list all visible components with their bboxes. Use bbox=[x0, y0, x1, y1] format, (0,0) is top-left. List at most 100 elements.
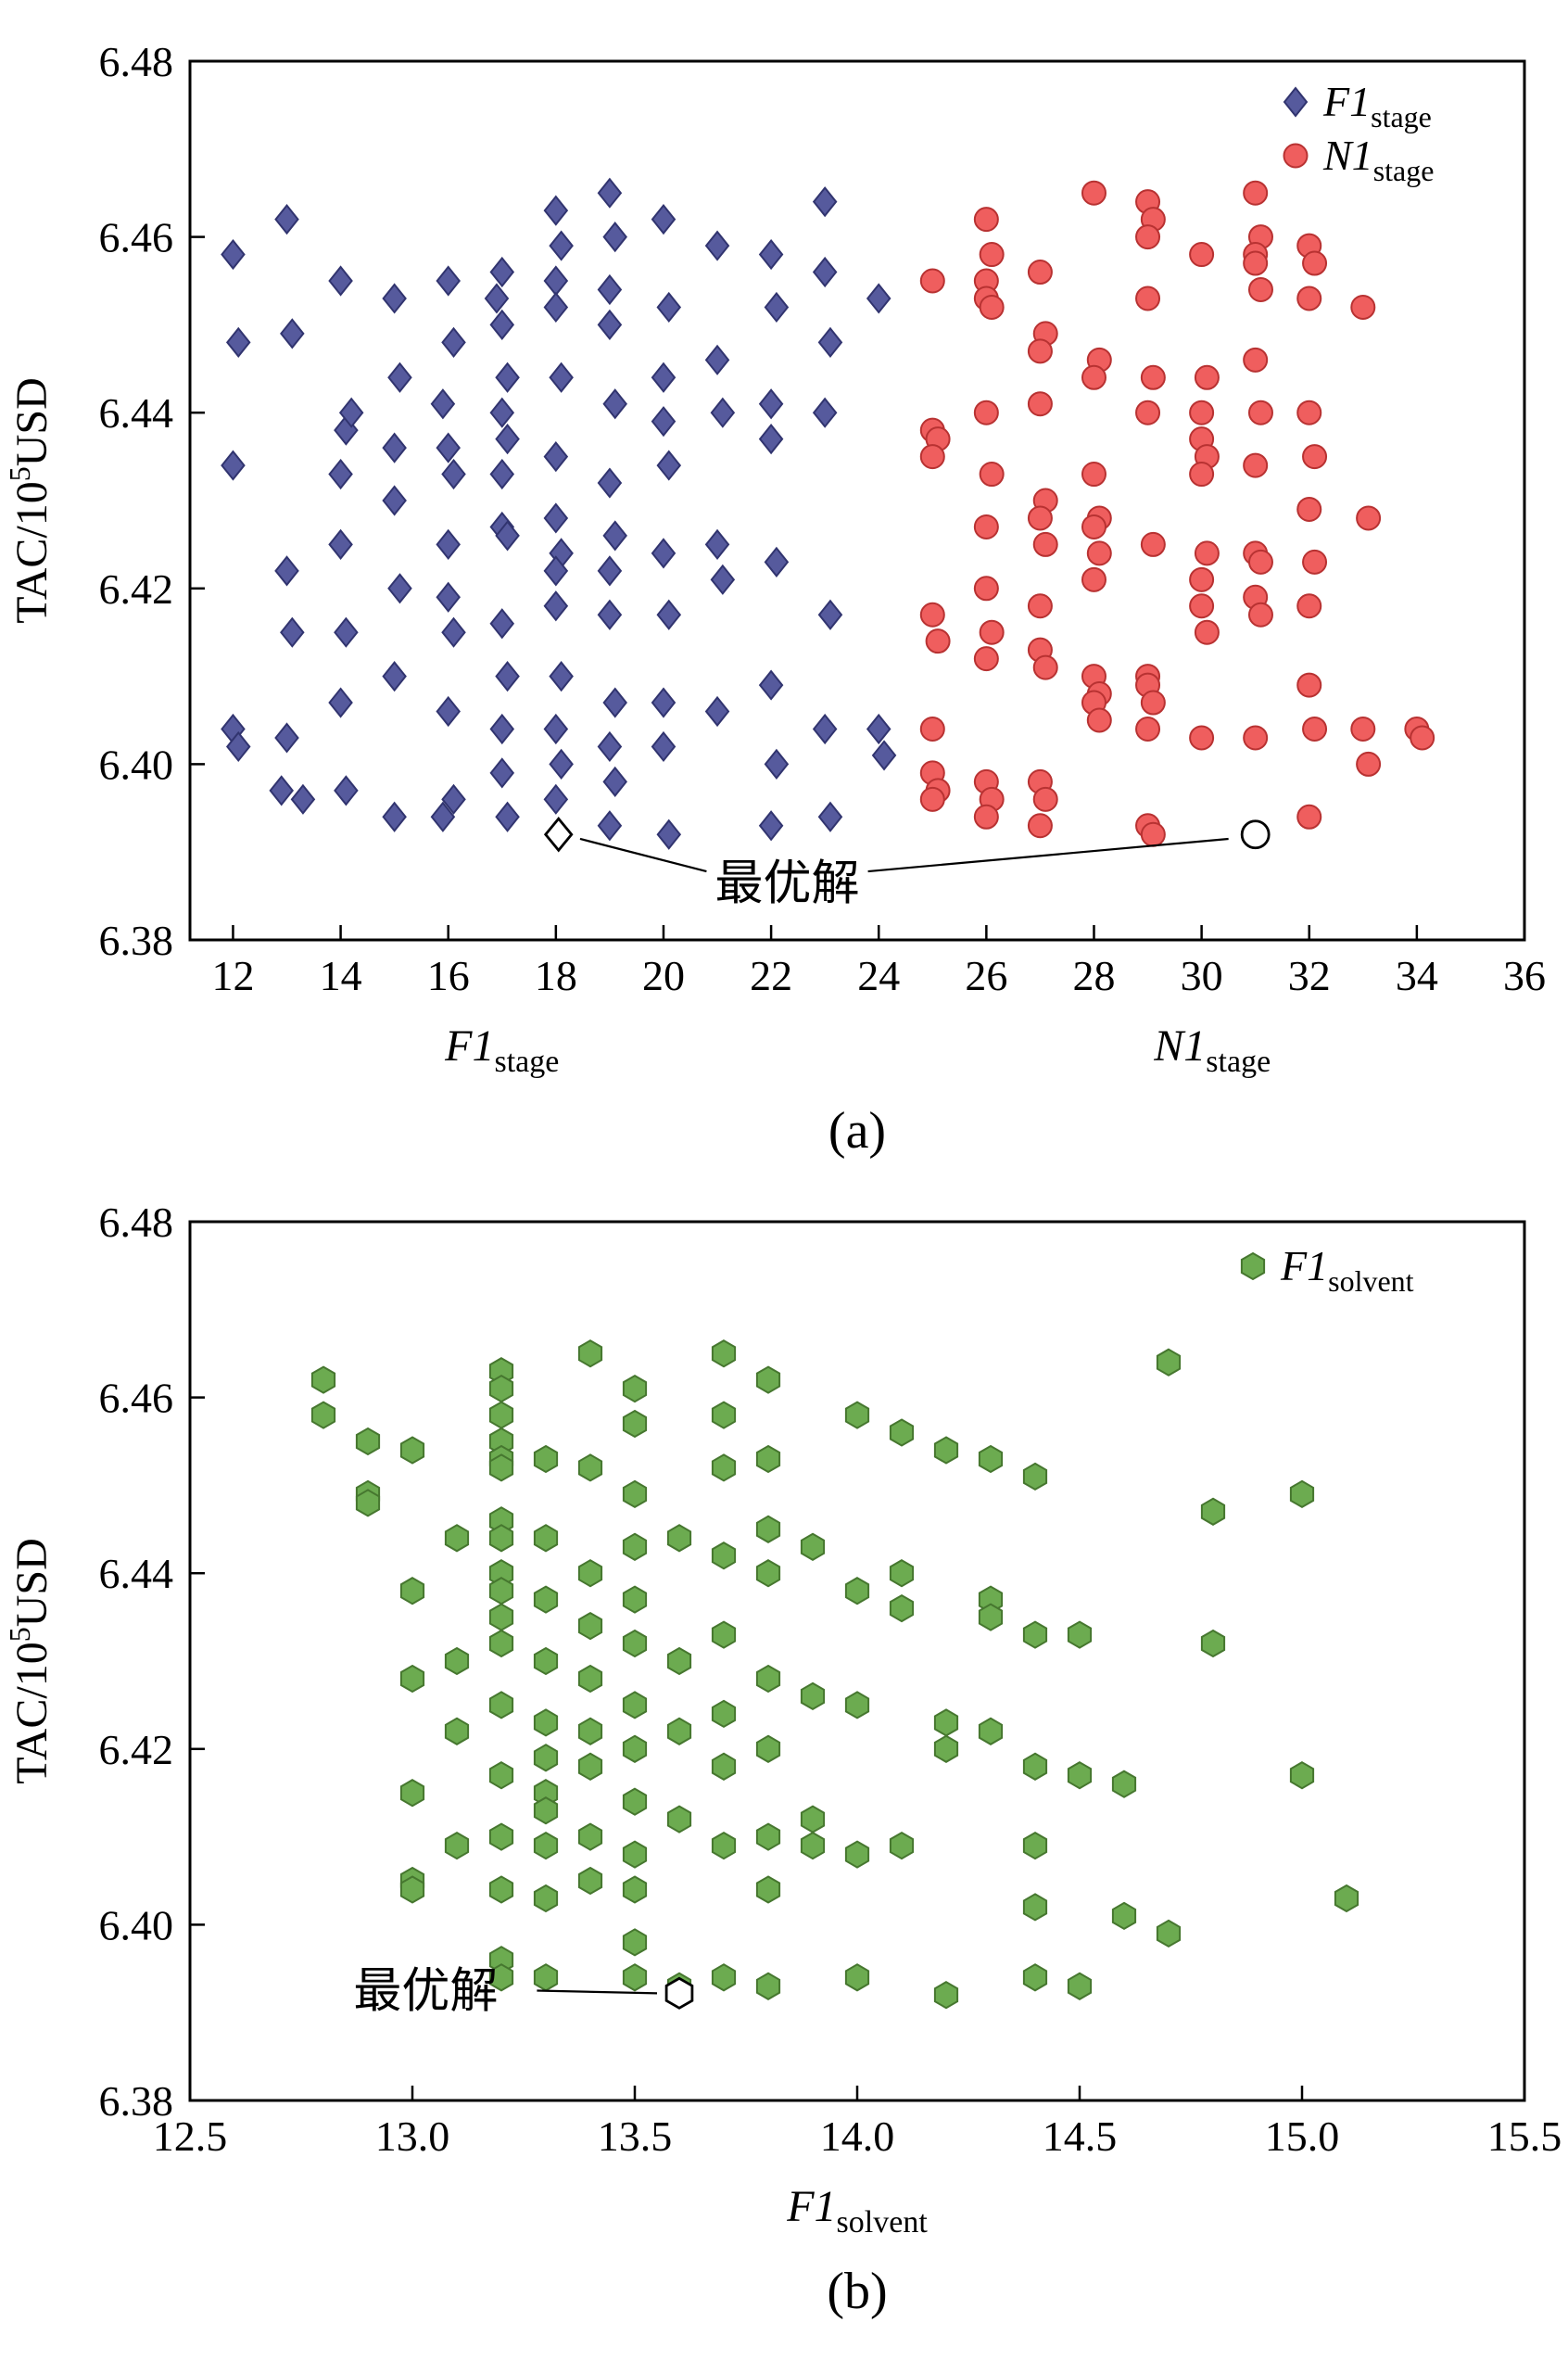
best-solution-label: 最优解 bbox=[715, 857, 860, 910]
F1stage-point bbox=[651, 204, 677, 235]
F1solvent-point bbox=[666, 1717, 692, 1745]
F1stage-point bbox=[543, 555, 569, 587]
N1stage-point bbox=[1350, 716, 1376, 742]
F1stage-point bbox=[656, 599, 682, 630]
N1stage-point bbox=[1243, 725, 1269, 751]
F1solvent-point bbox=[711, 1752, 737, 1781]
N1stage-point bbox=[1247, 549, 1273, 575]
F1stage-point bbox=[817, 801, 843, 832]
scatter-plot-solvent: 12.5 13.0 13.5 14.0 14.5 15.0 15.5 6.38 6.40 6.42… bbox=[3, 1199, 1562, 2239]
N1stage-point bbox=[1032, 786, 1058, 812]
N1stage-point bbox=[1027, 593, 1053, 619]
F1solvent-point bbox=[933, 1435, 959, 1465]
N1stage-point bbox=[919, 716, 945, 742]
y-tick-label: 6.44 bbox=[99, 389, 174, 437]
F1stage-point bbox=[489, 458, 515, 490]
legend-marker-hexagon bbox=[1240, 1251, 1266, 1280]
N1stage-point bbox=[1086, 707, 1112, 733]
F1stage-point bbox=[543, 783, 569, 815]
N1stage-point bbox=[1247, 602, 1273, 628]
F1stage-point bbox=[489, 757, 515, 789]
F1solvent-point bbox=[755, 1444, 781, 1473]
panel-b: 12.5 13.0 13.5 14.0 14.5 15.0 15.5 6.38 6.40 6.42… bbox=[0, 1174, 1568, 2334]
N1stage-point bbox=[1081, 566, 1106, 592]
F1stage-point bbox=[495, 660, 520, 692]
N1stage-point bbox=[973, 646, 999, 672]
F1stage-point bbox=[338, 397, 364, 428]
F1solvent-point bbox=[399, 1664, 425, 1693]
N1stage-point bbox=[1296, 593, 1322, 619]
F1solvent-point bbox=[711, 1962, 737, 1992]
N1stage-point bbox=[1296, 400, 1322, 425]
y-tick-label: 6.44 bbox=[99, 1550, 174, 1597]
F1stage-point bbox=[597, 309, 623, 341]
F1stage-point bbox=[334, 616, 359, 648]
x-tick-label: 13.5 bbox=[598, 2113, 673, 2160]
F1solvent-point bbox=[978, 1717, 1004, 1745]
N1stage-point bbox=[1086, 540, 1112, 566]
F1solvent-point bbox=[933, 1980, 959, 2009]
F1stage-point bbox=[436, 581, 461, 613]
F1stage-point bbox=[280, 318, 305, 349]
N1stage-point bbox=[1189, 242, 1215, 268]
N1stage-point bbox=[1081, 364, 1106, 390]
F1solvent-point bbox=[666, 1805, 692, 1833]
F1stage-point bbox=[489, 397, 515, 428]
F1solvent-point bbox=[488, 1822, 514, 1851]
F1solvent-point bbox=[889, 1593, 915, 1622]
F1stage-point bbox=[656, 818, 682, 850]
N1stage-point bbox=[1194, 364, 1220, 390]
F1stage-point bbox=[764, 546, 790, 577]
F1solvent-point bbox=[1334, 1884, 1359, 1912]
F1solvent-point bbox=[577, 1339, 603, 1367]
F1stage-point bbox=[597, 810, 623, 842]
annotation-line bbox=[537, 1988, 658, 1995]
F1stage-point bbox=[758, 424, 784, 455]
F1stage-point bbox=[436, 265, 461, 297]
F1solvent-point bbox=[488, 1629, 514, 1657]
N1stage-point bbox=[1027, 813, 1053, 839]
caption-b: (b) bbox=[827, 2262, 888, 2320]
x-tick-label: 30 bbox=[1181, 952, 1223, 999]
F1stage-point bbox=[328, 687, 353, 718]
N1stage-point bbox=[1243, 180, 1269, 206]
F1stage-point bbox=[597, 730, 623, 763]
F1solvent-point bbox=[622, 1585, 648, 1614]
N1stage-point bbox=[1296, 496, 1322, 522]
F1stage-point bbox=[290, 783, 316, 815]
legend-label: F1solvent bbox=[1280, 1242, 1414, 1298]
N1stage-point bbox=[1247, 276, 1273, 302]
N1stage-point bbox=[1140, 690, 1166, 716]
F1solvent-point bbox=[622, 1374, 648, 1402]
F1stage-point bbox=[484, 283, 510, 314]
F1stage-point bbox=[543, 502, 569, 534]
F1stage-point bbox=[543, 713, 569, 745]
F1solvent-point bbox=[488, 1603, 514, 1631]
F1stage-point bbox=[704, 528, 730, 561]
F1solvent-point bbox=[889, 1831, 915, 1859]
F1stage-point bbox=[758, 669, 784, 701]
F1stage-point bbox=[225, 326, 251, 358]
N1stage-point bbox=[919, 444, 945, 470]
F1solvent-point bbox=[844, 1690, 870, 1719]
x-tick-label: 36 bbox=[1503, 952, 1546, 999]
N1stage-point bbox=[1356, 505, 1382, 531]
F1stage-point bbox=[817, 326, 843, 358]
F1stage-point bbox=[710, 564, 736, 595]
F1solvent-point bbox=[1022, 1892, 1048, 1922]
F1solvent-point bbox=[889, 1417, 915, 1447]
N1stage-point bbox=[1247, 400, 1273, 425]
N1stage-point bbox=[1135, 224, 1161, 250]
F1solvent-point bbox=[622, 1479, 648, 1508]
F1stage-point bbox=[597, 177, 623, 209]
x-tick-label: 12 bbox=[211, 952, 254, 999]
F1stage-point bbox=[656, 291, 682, 324]
y-tick-label: 6.42 bbox=[99, 1725, 174, 1772]
N1stage-point bbox=[979, 294, 1005, 320]
y-tick-label: 6.40 bbox=[99, 741, 174, 788]
F1stage-point bbox=[436, 695, 461, 728]
x-axis-title: N1stage bbox=[1153, 1021, 1271, 1079]
F1solvent-point bbox=[488, 1690, 514, 1719]
F1stage-point bbox=[602, 388, 627, 420]
N1stage-point bbox=[1243, 452, 1269, 478]
